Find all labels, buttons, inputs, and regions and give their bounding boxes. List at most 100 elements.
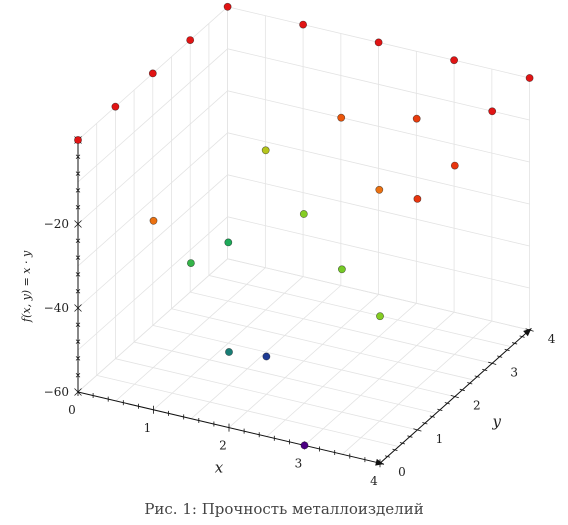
data-point [148,69,157,78]
data-point [412,114,421,123]
z-tick-mark [75,188,81,193]
data-point [337,113,346,122]
data-point [299,210,308,218]
y-tick-mark [525,328,534,332]
x-tick-label: 4 [370,474,378,488]
y-tick-mark [482,368,488,372]
y-tick-mark [384,455,391,458]
grid-line [77,216,228,351]
y-tick-label: 4 [548,332,556,346]
grid-line [77,174,228,309]
grid-line [77,258,228,393]
y-tick-mark [488,361,497,365]
y-tick-mark [429,415,435,418]
z-tick-label: −40 [44,301,69,315]
data-point [488,107,497,116]
z-axis-label: f(x, y) = x · y [20,250,33,323]
z-tick-mark [75,272,81,277]
grid-line [227,90,530,163]
data-point [225,348,233,356]
data-point [261,146,270,155]
data-point [376,312,384,321]
data-point [262,352,271,361]
grid [77,6,530,464]
y-tick-mark [474,375,480,378]
y-tick-mark [399,442,406,445]
grid-line [115,358,418,431]
data-point [300,441,309,450]
z-tick-mark [75,339,81,344]
y-tick-mark [375,461,385,465]
z-tick-mark [75,356,81,361]
grid-line [134,341,437,414]
y-axis-label: y [492,413,502,431]
x-tick-label: 1 [144,421,152,435]
x-tick-label: 3 [295,456,303,470]
data-point [111,102,120,111]
grid-line [227,258,530,331]
data-point [149,216,158,225]
grid-line [152,325,455,397]
y-tick-label: 2 [473,399,481,413]
grid-line [227,174,530,247]
x-tick-label: 0 [68,403,76,417]
z-tick-label: −20 [44,217,69,231]
grid-line [208,275,511,348]
grid-line [227,216,530,289]
y-tick-mark [467,382,473,385]
data-point [74,136,82,144]
tick-labels: 0 1 2 3 4 0 1 2 3 4 −60 −40 −20 [44,217,556,488]
data-points [74,2,534,450]
y-tick-mark [519,335,525,338]
grid-line [77,90,228,225]
grid-line [227,132,530,205]
z-tick-mark [74,220,82,228]
y-tick-mark [497,355,503,358]
y-tick-mark [392,448,398,452]
y-tick-mark [407,435,413,438]
x-axis-label: x [215,459,224,477]
data-point [525,74,534,82]
grid-line [227,48,530,121]
axis-labels: x y f(x, y) = x · y [20,250,502,477]
data-point [186,259,195,267]
grid-line [190,291,493,364]
y-tick-mark [444,402,450,405]
data-point [374,38,383,47]
data-point [450,161,459,170]
axes [74,136,534,468]
data-point [450,56,458,65]
z-tick-mark [75,255,81,260]
y-tick-label: 1 [436,432,444,446]
y-tick-mark [512,342,518,345]
z-tick-mark [75,171,81,176]
z-tick-mark [74,388,82,396]
y-tick-mark [504,348,510,352]
data-point [224,238,233,247]
grid-line [77,48,228,183]
data-point [223,2,232,11]
data-point [375,185,384,194]
data-point [299,20,307,29]
figure-caption: Рис. 1: Прочность металлоизделий [144,500,424,518]
z-tick-label: −60 [44,385,69,399]
x-tick-label: 2 [219,439,227,453]
y-tick-label: 3 [510,365,518,379]
z-tick-mark [75,288,81,294]
y-tick-mark [459,388,465,392]
z-tick-mark [75,204,81,210]
z-tick-mark [75,322,81,328]
y-tick-label: 0 [398,465,406,479]
data-point [337,265,346,274]
data-point [186,36,195,44]
grid-line [171,308,474,381]
z-tick-mark [75,372,81,378]
z-tick-mark [75,238,81,244]
grid-line [77,132,228,267]
y-tick-mark [422,422,428,425]
y-tick-mark [450,395,459,399]
z-tick-mark [74,304,82,312]
data-point [413,194,422,203]
grid-line [96,374,399,447]
